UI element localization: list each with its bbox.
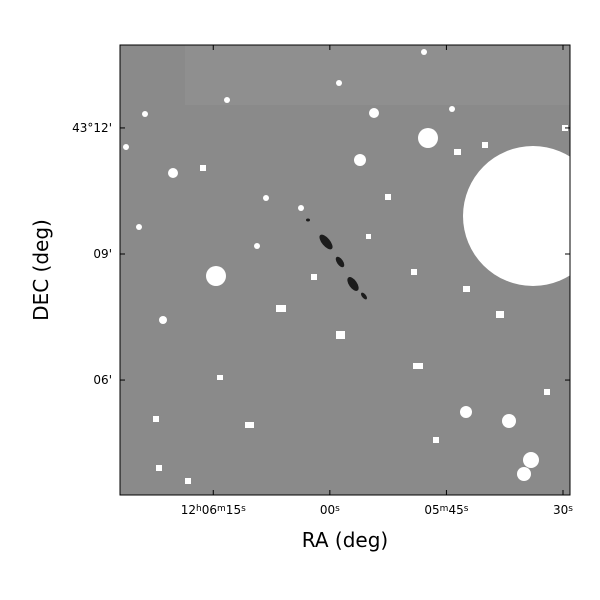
x-tick-label: 30s bbox=[553, 503, 573, 517]
sky-image bbox=[120, 45, 570, 495]
galaxy bbox=[306, 218, 367, 300]
y-tick-label: 09' bbox=[93, 247, 112, 261]
plot-frame bbox=[119, 44, 571, 496]
y-axis-label: DEC (deg) bbox=[29, 219, 53, 321]
x-tick-label: 00s bbox=[320, 503, 340, 517]
x-tick-label: 12h06m15s bbox=[181, 503, 246, 517]
y-tick-label: 43°12' bbox=[72, 121, 112, 135]
y-tick-label: 06' bbox=[93, 373, 112, 387]
masks bbox=[123, 49, 570, 484]
x-axis-label: RA (deg) bbox=[302, 528, 388, 552]
x-tick-label: 05m45s bbox=[424, 503, 468, 517]
